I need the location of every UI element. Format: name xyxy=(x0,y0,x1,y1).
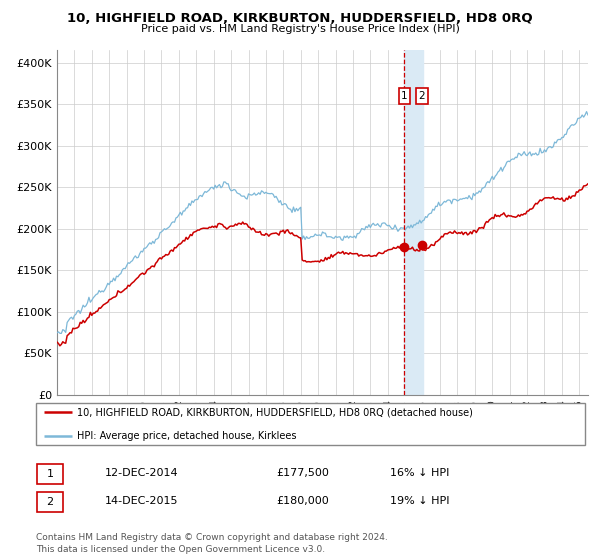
Text: 14-DEC-2015: 14-DEC-2015 xyxy=(105,496,179,506)
FancyBboxPatch shape xyxy=(36,403,585,445)
Text: Contains HM Land Registry data © Crown copyright and database right 2024.
This d: Contains HM Land Registry data © Crown c… xyxy=(36,533,388,554)
Text: £180,000: £180,000 xyxy=(276,496,329,506)
FancyBboxPatch shape xyxy=(37,464,63,484)
FancyBboxPatch shape xyxy=(37,492,63,512)
Text: 2: 2 xyxy=(419,91,425,101)
Text: 19% ↓ HPI: 19% ↓ HPI xyxy=(390,496,449,506)
Text: 10, HIGHFIELD ROAD, KIRKBURTON, HUDDERSFIELD, HD8 0RQ (detached house): 10, HIGHFIELD ROAD, KIRKBURTON, HUDDERSF… xyxy=(77,408,473,417)
Text: 1: 1 xyxy=(47,469,53,479)
Text: 1: 1 xyxy=(401,91,408,101)
Bar xyxy=(404,50,423,395)
Text: 10, HIGHFIELD ROAD, KIRKBURTON, HUDDERSFIELD, HD8 0RQ: 10, HIGHFIELD ROAD, KIRKBURTON, HUDDERSF… xyxy=(67,12,533,25)
Text: 12-DEC-2014: 12-DEC-2014 xyxy=(105,468,179,478)
Text: 2: 2 xyxy=(47,497,53,507)
Text: HPI: Average price, detached house, Kirklees: HPI: Average price, detached house, Kirk… xyxy=(77,431,296,441)
Text: 16% ↓ HPI: 16% ↓ HPI xyxy=(390,468,449,478)
Text: £177,500: £177,500 xyxy=(276,468,329,478)
Text: Price paid vs. HM Land Registry's House Price Index (HPI): Price paid vs. HM Land Registry's House … xyxy=(140,24,460,34)
